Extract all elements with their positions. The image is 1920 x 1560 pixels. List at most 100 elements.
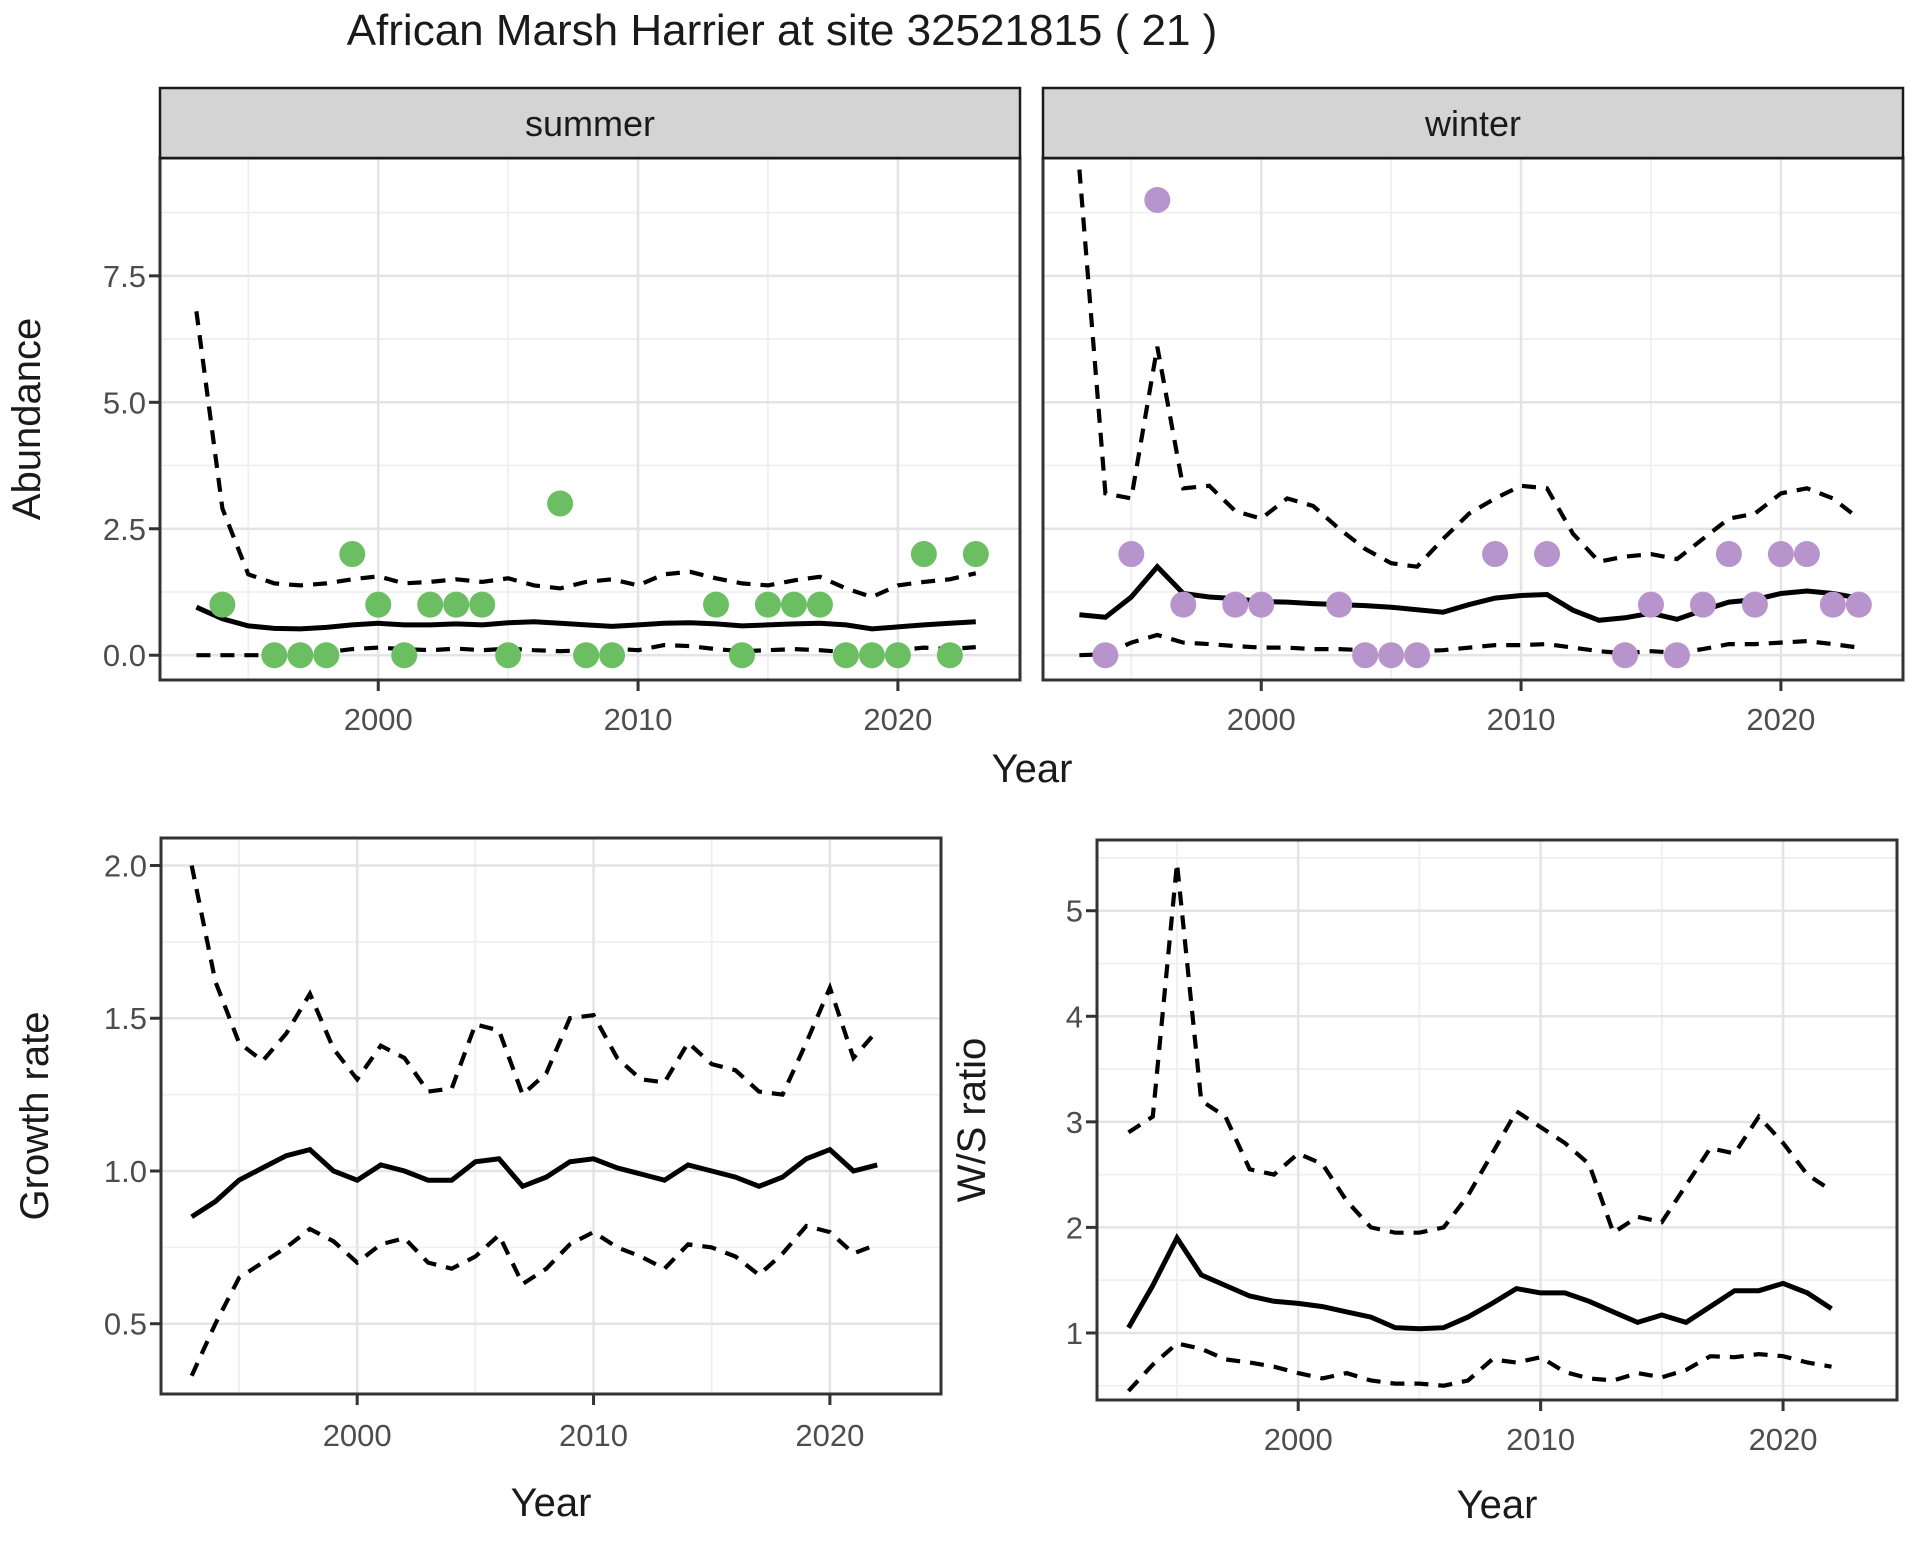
- observation-point: [1170, 591, 1197, 618]
- upper-ci-line: [189, 865, 879, 1099]
- x-tick-label: 2020: [1746, 702, 1815, 737]
- observation-point: [1248, 591, 1275, 618]
- x-tick-label: 2010: [1487, 702, 1556, 737]
- x-tick-label: 2020: [795, 1418, 864, 1453]
- chart-growth_rate: 2000 2010 2020 0.5 1.0 1.5 2.0 Growth rate Year: [13, 836, 943, 1525]
- y-axis-title: Abundance: [5, 318, 49, 520]
- y-tick-label: 7.5: [103, 259, 146, 294]
- observation-point: [1092, 642, 1119, 669]
- x-axis-title: Year: [992, 747, 1073, 791]
- observation-point: [1482, 541, 1509, 568]
- y-tick-label: 4: [1066, 999, 1083, 1034]
- observation-point: [1767, 541, 1794, 568]
- observation-point: [495, 642, 522, 669]
- observation-point: [754, 591, 781, 618]
- facet-strip: [158, 86, 1022, 160]
- observation-point: [599, 642, 626, 669]
- observation-point: [1845, 591, 1872, 618]
- panel-background: [1097, 840, 1897, 1400]
- lower-ci-line: [1126, 1341, 1832, 1393]
- median-line: [1126, 1233, 1833, 1332]
- observation-point: [261, 642, 288, 669]
- observation-point: [1144, 186, 1171, 213]
- y-axis-title: Growth rate: [13, 1012, 57, 1221]
- observation-point: [1741, 591, 1768, 618]
- y-tick-label: 2.0: [104, 848, 147, 883]
- x-axis-title: Year: [511, 1481, 592, 1525]
- observation-point: [391, 642, 418, 669]
- observation-point: [443, 591, 470, 618]
- observation-point: [1611, 642, 1638, 669]
- gridlines: [161, 838, 941, 1394]
- observation-point: [573, 642, 600, 669]
- x-tick-label: 2020: [863, 702, 932, 737]
- x-tick-label: 2000: [344, 702, 413, 737]
- observation-point: [1689, 591, 1716, 618]
- chart-ws_ratio: 2000 2010 2020 1 2 3 4 5 W/S ratio Year: [950, 838, 1899, 1527]
- x-tick-label: 2010: [604, 702, 673, 737]
- upper-ci-line: [194, 311, 977, 600]
- observation-point: [1534, 541, 1561, 568]
- panel-border: [1095, 838, 1899, 1402]
- series-lines: [1077, 169, 1861, 658]
- observation-point: [1715, 541, 1742, 568]
- y-tick-label: 5.0: [103, 385, 146, 420]
- panel-background: [160, 158, 1020, 680]
- median-line: [190, 1146, 878, 1219]
- facet-strip-label: summer: [525, 103, 655, 144]
- lower-ci-line: [1079, 632, 1860, 658]
- observation-point: [313, 642, 340, 669]
- observation-point: [1118, 541, 1145, 568]
- observation-point: [910, 541, 937, 568]
- y-tick-label: 5: [1066, 894, 1083, 929]
- observation-point: [417, 591, 444, 618]
- observation-point: [1819, 591, 1846, 618]
- observation-point: [728, 642, 755, 669]
- observation-point: [1352, 642, 1379, 669]
- x-tick-label: 2000: [1264, 1422, 1333, 1457]
- observation-point: [1793, 541, 1820, 568]
- upper-ci-line: [1077, 169, 1861, 569]
- observation-point: [1378, 642, 1405, 669]
- panel-border: [159, 836, 943, 1396]
- observation-point: [780, 591, 807, 618]
- lower-ci-line: [189, 1223, 878, 1377]
- observation-point: [858, 642, 885, 669]
- y-tick-label: 0.5: [104, 1307, 147, 1342]
- y-tick-label: 0.0: [103, 638, 146, 673]
- x-axis-title: Year: [1457, 1483, 1538, 1527]
- facet-strip: [1041, 86, 1905, 160]
- observation-point: [339, 541, 366, 568]
- series-lines: [189, 865, 879, 1377]
- y-tick-label: 2: [1066, 1210, 1083, 1245]
- panel-ws_ratio: 2000 2010 2020: [1095, 838, 1899, 1457]
- observation-point: [703, 591, 730, 618]
- observation-point: [884, 642, 911, 669]
- x-tick-label: 2000: [323, 1418, 392, 1453]
- y-tick-label: 3: [1066, 1105, 1083, 1140]
- page-title: African Marsh Harrier at site 32521815 (…: [346, 6, 1218, 55]
- observation-point: [469, 591, 496, 618]
- y-tick-label: 1: [1066, 1316, 1083, 1351]
- y-tick-label: 1.0: [104, 1154, 147, 1189]
- panel-abundance-summer: summer 2000 2010 2020: [158, 86, 1022, 737]
- observation-point: [832, 642, 859, 669]
- gridlines: [1097, 840, 1897, 1400]
- observation-point: [1637, 591, 1664, 618]
- observation-points: [209, 490, 989, 669]
- observation-point: [1326, 591, 1353, 618]
- x-tick-label: 2010: [1506, 1422, 1575, 1457]
- median-line: [1079, 562, 1860, 623]
- observation-point: [1222, 591, 1249, 618]
- chart-abundance: summer 2000 2010 2020 winter 2000 2010 2020 0.0 2…: [5, 86, 1905, 791]
- y-tick-label: 1.5: [104, 1001, 147, 1036]
- observation-point: [1663, 642, 1690, 669]
- observation-point: [962, 541, 989, 568]
- observation-point: [806, 591, 833, 618]
- observation-point: [936, 642, 963, 669]
- observation-point: [1404, 642, 1431, 669]
- y-tick-label: 2.5: [103, 512, 146, 547]
- panel-abundance-winter: winter 2000 2010 2020: [1041, 86, 1905, 737]
